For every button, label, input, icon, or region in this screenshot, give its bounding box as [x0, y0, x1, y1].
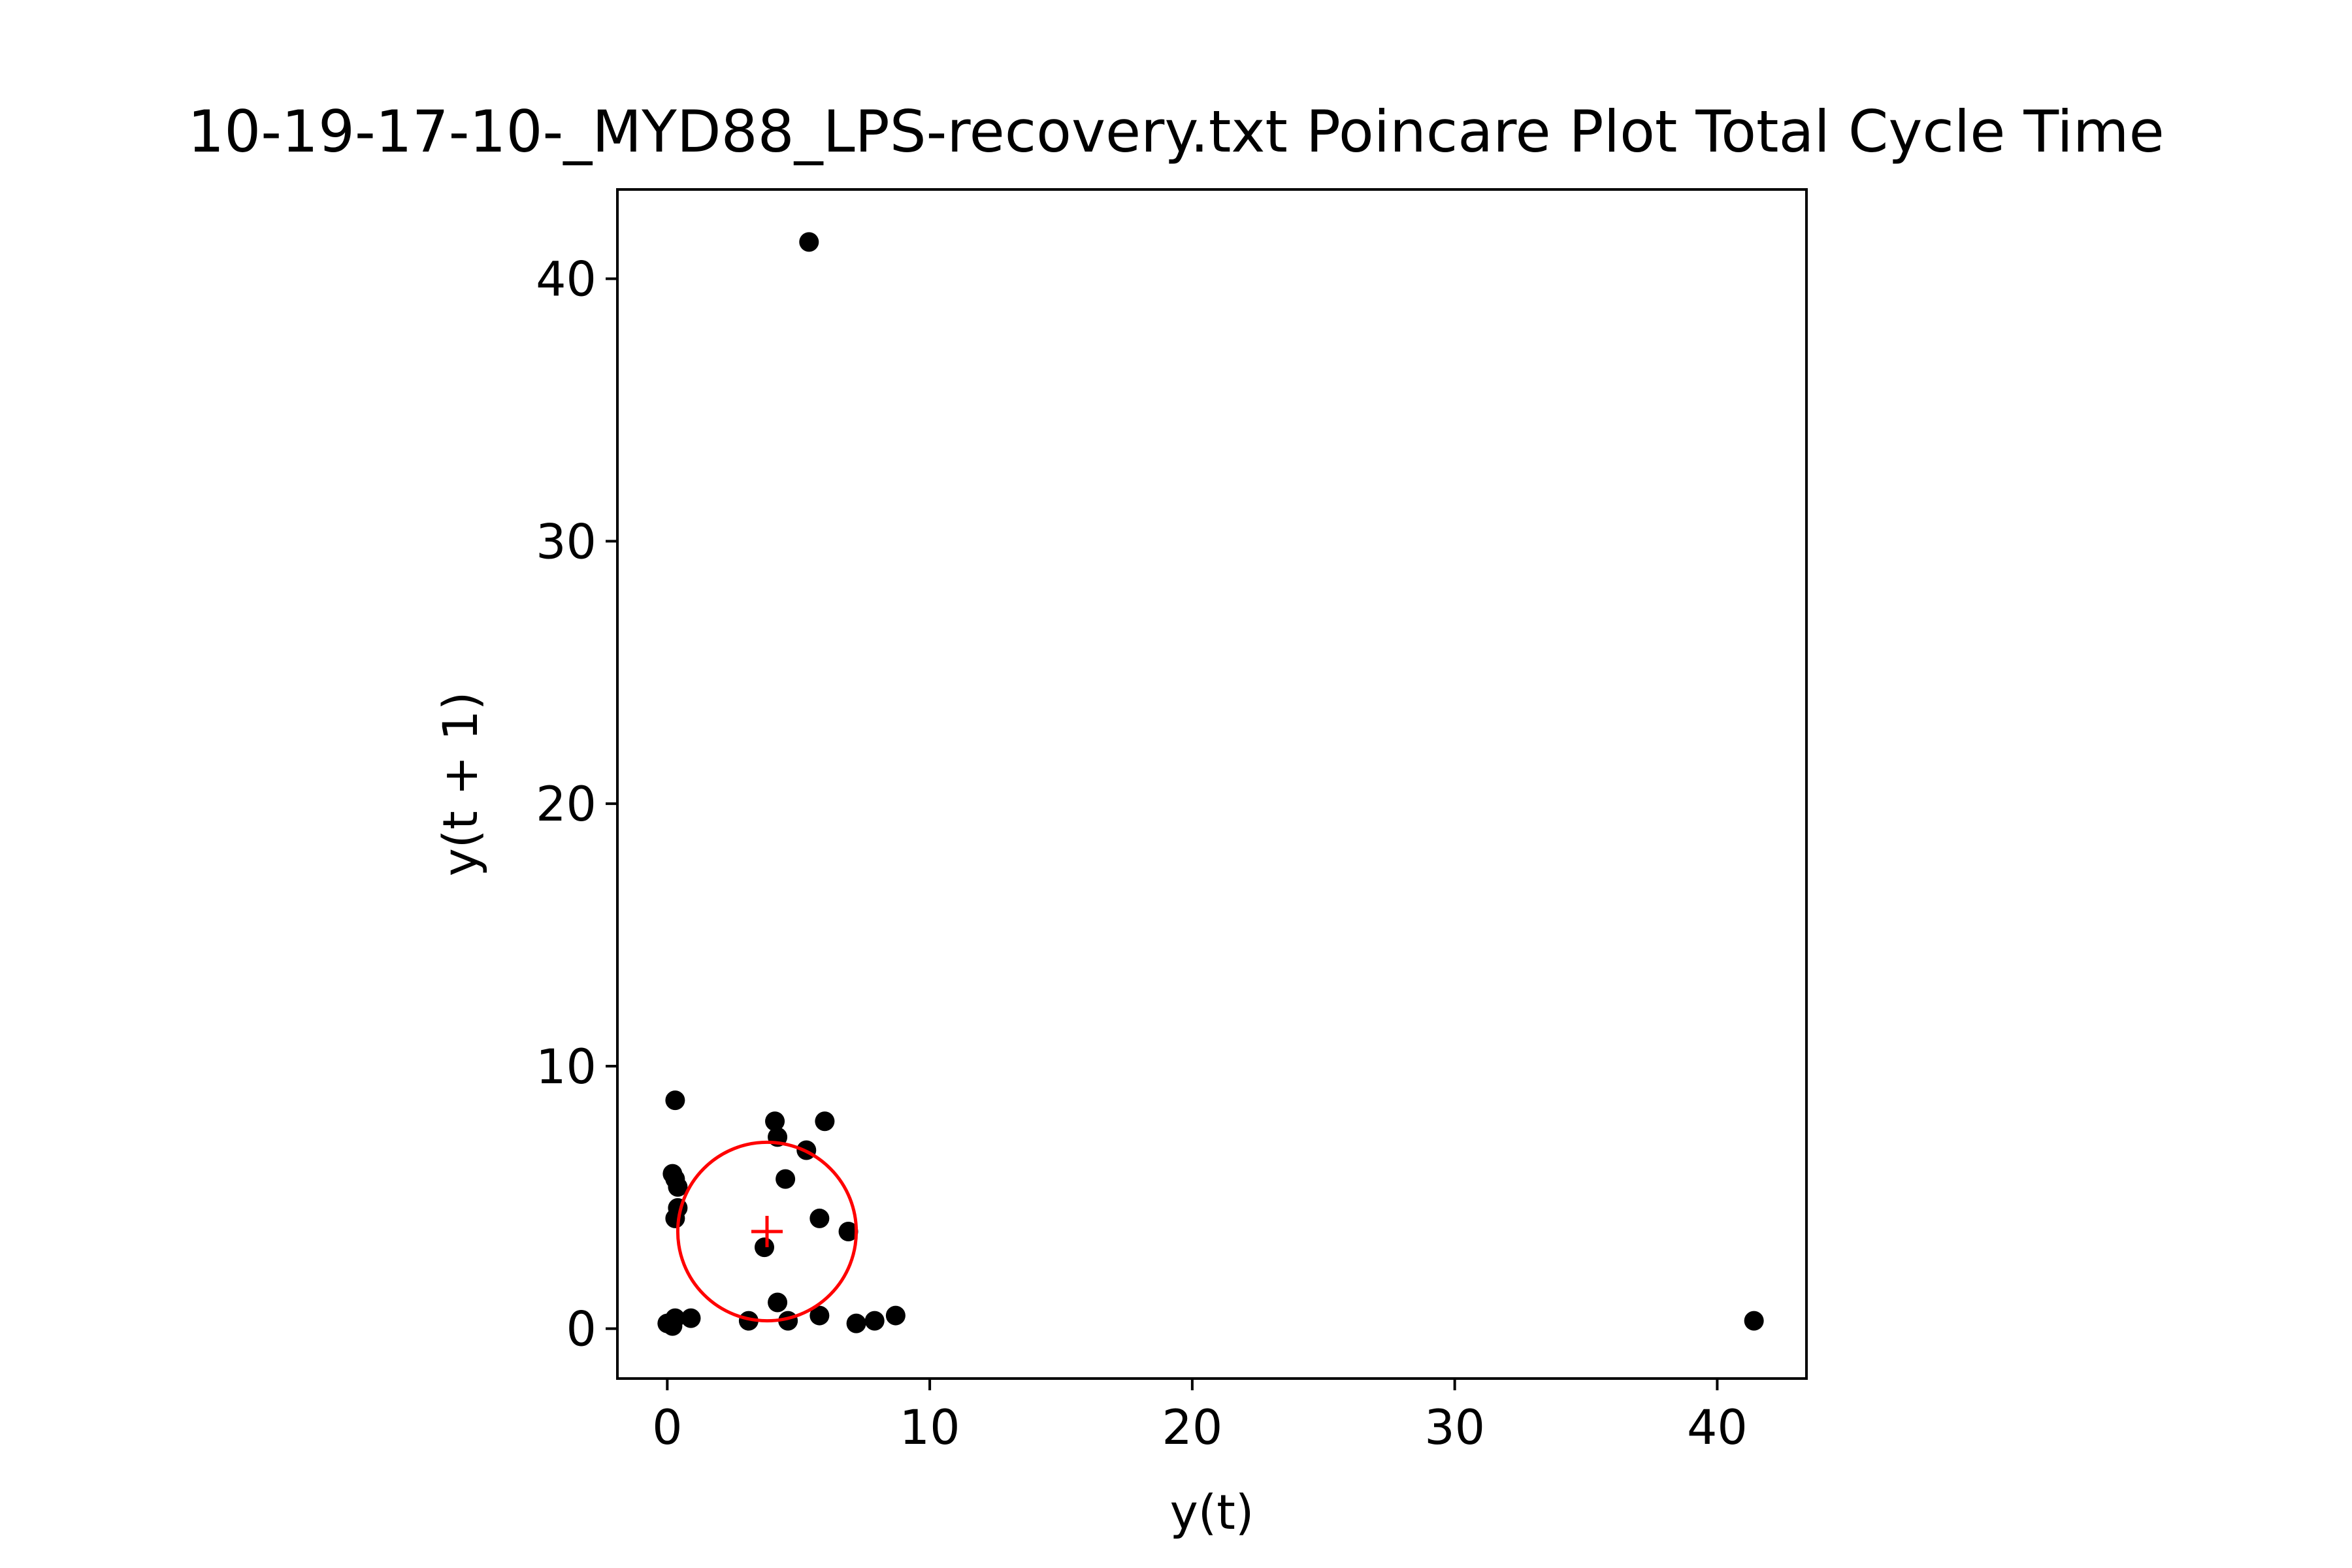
- axes-frame: [616, 188, 1808, 1380]
- data-point: [665, 1090, 685, 1111]
- data-point: [776, 1169, 796, 1189]
- data-point: [1744, 1311, 1764, 1331]
- data-point: [681, 1308, 701, 1328]
- data-point: [846, 1313, 866, 1333]
- data-point: [864, 1311, 885, 1331]
- dispersion-overlay: [676, 1140, 858, 1323]
- y-tick-label: 0: [566, 1302, 596, 1358]
- x-tick-label: 40: [1687, 1400, 1748, 1456]
- y-axis-label: y(t + 1): [433, 692, 489, 877]
- data-point: [815, 1111, 835, 1132]
- y-tick-label: 20: [536, 777, 596, 832]
- data-point: [799, 232, 819, 252]
- data-point: [885, 1305, 906, 1326]
- data-point: [809, 1305, 830, 1326]
- x-axis-label: y(t): [1170, 1485, 1254, 1541]
- data-point: [738, 1311, 759, 1331]
- data-point: [768, 1292, 788, 1313]
- y-tick-label: 40: [536, 252, 596, 308]
- dispersion-circle: [676, 1140, 858, 1323]
- x-tick-label: 10: [900, 1400, 960, 1456]
- y-axis: 0 10 20 30 40: [536, 252, 617, 1358]
- x-tick-label: 0: [652, 1400, 682, 1456]
- y-tick-label: 30: [536, 514, 596, 570]
- x-tick-label: 20: [1162, 1400, 1222, 1456]
- plot-area: 0 10 20 30 40 0 10 20 30 40: [536, 188, 1808, 1456]
- data-point: [765, 1111, 785, 1132]
- data-point: [665, 1308, 685, 1328]
- chart-title: 10-19-17-10-_MYD88_LPS-recovery.txt Poin…: [188, 98, 2164, 165]
- x-axis: 0 10 20 30 40: [652, 1379, 1748, 1456]
- scatter-points: [657, 232, 1764, 1336]
- data-point: [668, 1177, 688, 1197]
- y-tick-label: 10: [536, 1039, 596, 1095]
- data-point: [838, 1222, 858, 1242]
- data-point: [754, 1237, 774, 1258]
- data-point: [665, 1208, 685, 1228]
- data-point: [809, 1208, 830, 1228]
- x-tick-label: 30: [1424, 1400, 1485, 1456]
- centroid-marker: [751, 1216, 783, 1248]
